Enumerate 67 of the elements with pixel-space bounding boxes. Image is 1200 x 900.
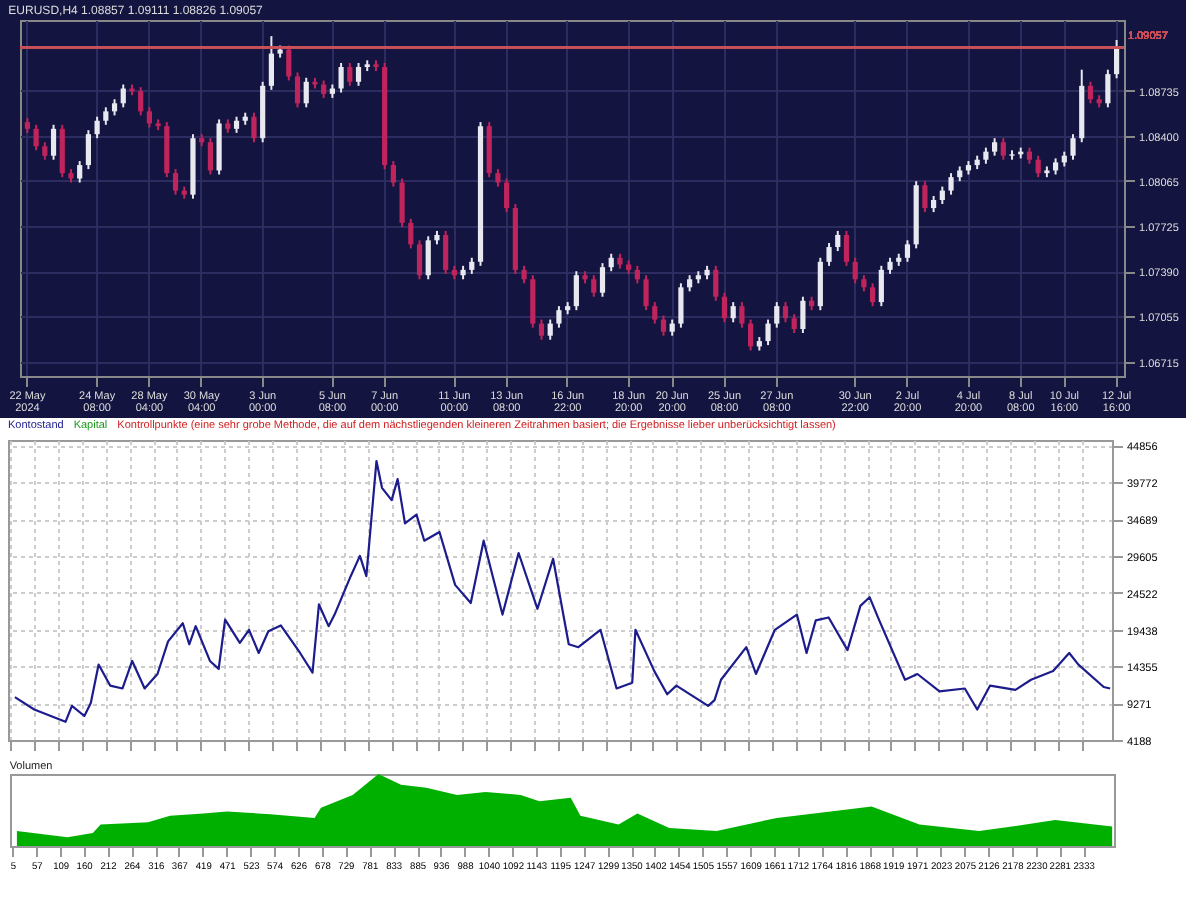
candlestick xyxy=(390,160,396,188)
candlestick xyxy=(216,118,222,176)
candlestick xyxy=(678,282,684,329)
candlestick xyxy=(904,239,911,263)
candlestick xyxy=(817,256,823,312)
candlestick xyxy=(347,61,353,87)
candlestick xyxy=(765,318,771,347)
candlestick xyxy=(1035,154,1041,179)
candlestick xyxy=(1070,133,1076,161)
candlestick xyxy=(120,83,126,109)
candlestick xyxy=(652,301,658,325)
candlestick xyxy=(748,318,754,352)
candlestick xyxy=(94,115,100,140)
candlestick xyxy=(948,172,954,196)
candlestick xyxy=(504,177,510,214)
candlestick xyxy=(878,264,884,308)
line-series xyxy=(13,459,1112,723)
candlestick xyxy=(730,301,736,324)
candlestick xyxy=(355,61,362,87)
candlestick xyxy=(443,229,449,275)
candlestick xyxy=(59,123,65,179)
candlestick xyxy=(852,256,858,285)
candlestick xyxy=(294,71,301,109)
candlestick xyxy=(782,301,789,324)
candlestick xyxy=(530,274,536,329)
candlestick xyxy=(721,291,728,324)
candlestick xyxy=(416,239,423,281)
candlestick xyxy=(33,123,39,152)
candlestick xyxy=(573,270,579,312)
candlestick xyxy=(408,217,414,250)
candlestick xyxy=(826,242,832,267)
candlestick xyxy=(713,264,719,302)
candlestick xyxy=(791,313,797,335)
candlestick xyxy=(843,229,850,267)
candlestick xyxy=(85,129,91,171)
candlestick xyxy=(556,305,562,329)
candlestick xyxy=(172,168,179,196)
candlestick xyxy=(538,318,545,341)
candlestick xyxy=(547,318,553,341)
candlestick xyxy=(268,35,274,91)
candlestick xyxy=(870,282,876,308)
candlestick xyxy=(399,177,405,228)
candlestick xyxy=(739,301,745,329)
candlestick xyxy=(591,274,597,298)
candlestick xyxy=(50,123,57,161)
candlestick xyxy=(425,235,431,281)
candlestick xyxy=(1087,80,1094,105)
candlestick xyxy=(164,121,170,179)
candlestick xyxy=(835,229,841,253)
candlestick xyxy=(138,86,144,117)
candlestick xyxy=(207,137,213,176)
candlestick xyxy=(338,61,344,94)
candlestick xyxy=(303,76,309,109)
candlestick xyxy=(1000,137,1006,161)
candlestick xyxy=(1105,68,1111,109)
candlestick xyxy=(1113,39,1120,80)
candlestick xyxy=(599,262,606,298)
candlestick xyxy=(774,301,780,329)
candlestick xyxy=(486,121,492,179)
candlestick xyxy=(77,160,83,184)
candlestick xyxy=(286,44,292,82)
candlestick xyxy=(800,295,806,335)
candlestick xyxy=(660,314,667,337)
candlestick xyxy=(146,106,152,129)
candlestick xyxy=(922,180,928,214)
candlestick xyxy=(643,274,649,312)
candlestick xyxy=(251,111,257,144)
